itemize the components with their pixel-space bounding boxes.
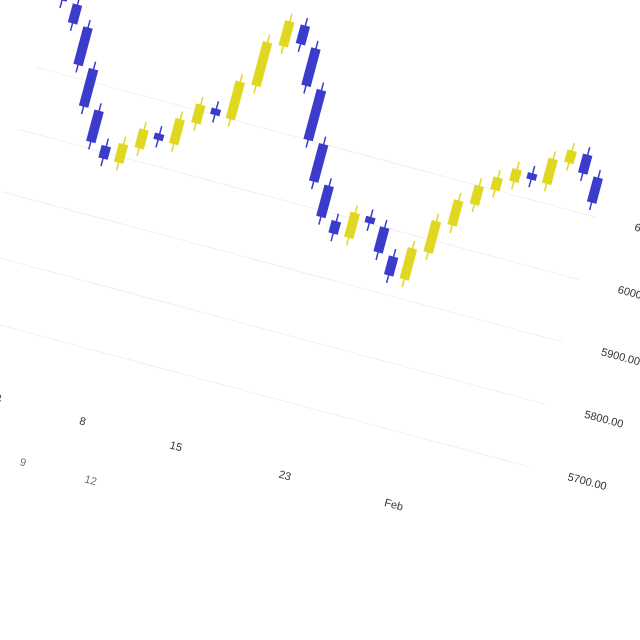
chart-pane: 5700.00 5800.00 5900.00 6000.00 6100.00 2024 8… [0,0,640,514]
candle-body [73,26,93,67]
candle-body [526,172,538,181]
candle-body [399,247,418,281]
candle-body [423,219,442,254]
x-tick-label: 2024 [0,388,3,406]
y-tick-label: 5900.00 [600,346,640,368]
candle-body [86,109,104,144]
y-tick-label: 5800.00 [583,409,625,431]
candle-body [509,168,522,184]
grid-line [0,253,546,405]
y-tick-label: 6100.00 [633,222,640,244]
candle-body [383,255,399,277]
x-tick-label: 8 [78,415,87,428]
grid-line [35,66,597,218]
y-tick-label: 6000.00 [616,284,640,306]
candle-body [373,226,390,254]
ghost-axis-label: 12 [83,474,98,489]
x-tick-label: 15 [168,440,183,455]
grid-line [0,316,530,468]
candle-body [578,153,593,175]
x-tick-label: Feb [383,497,404,514]
candle-body [57,0,70,2]
candle-body [134,128,149,150]
candle-body [490,176,503,192]
candle-body [113,142,129,165]
candle-body [564,149,577,165]
candle-body [78,67,99,108]
candle-body [328,219,342,235]
x-tick-label: 23 [277,469,292,484]
candle-body [153,132,165,142]
candle-body [364,215,376,225]
candle-body [251,40,273,88]
candle-body [168,117,185,146]
candle-body [469,184,484,206]
candle-body [98,144,111,160]
candle-body [447,199,464,227]
ghost-axis-label: 9 [18,456,27,469]
candle-body [541,157,558,186]
candle-body [295,24,311,46]
candle-body [67,3,83,25]
candle-body [301,47,321,88]
candle-body [316,184,334,219]
candle-body [308,142,329,183]
candle-wick [59,0,69,9]
candle-body [343,211,360,240]
candle-body [303,88,327,142]
candle-body [210,107,222,117]
y-tick-label: 5700.00 [566,471,608,493]
grid-line [2,191,563,343]
candle-body [586,176,603,204]
candle-body [278,20,295,48]
candle-body [225,80,246,121]
candle-body [191,103,206,125]
grid-line [18,128,580,281]
